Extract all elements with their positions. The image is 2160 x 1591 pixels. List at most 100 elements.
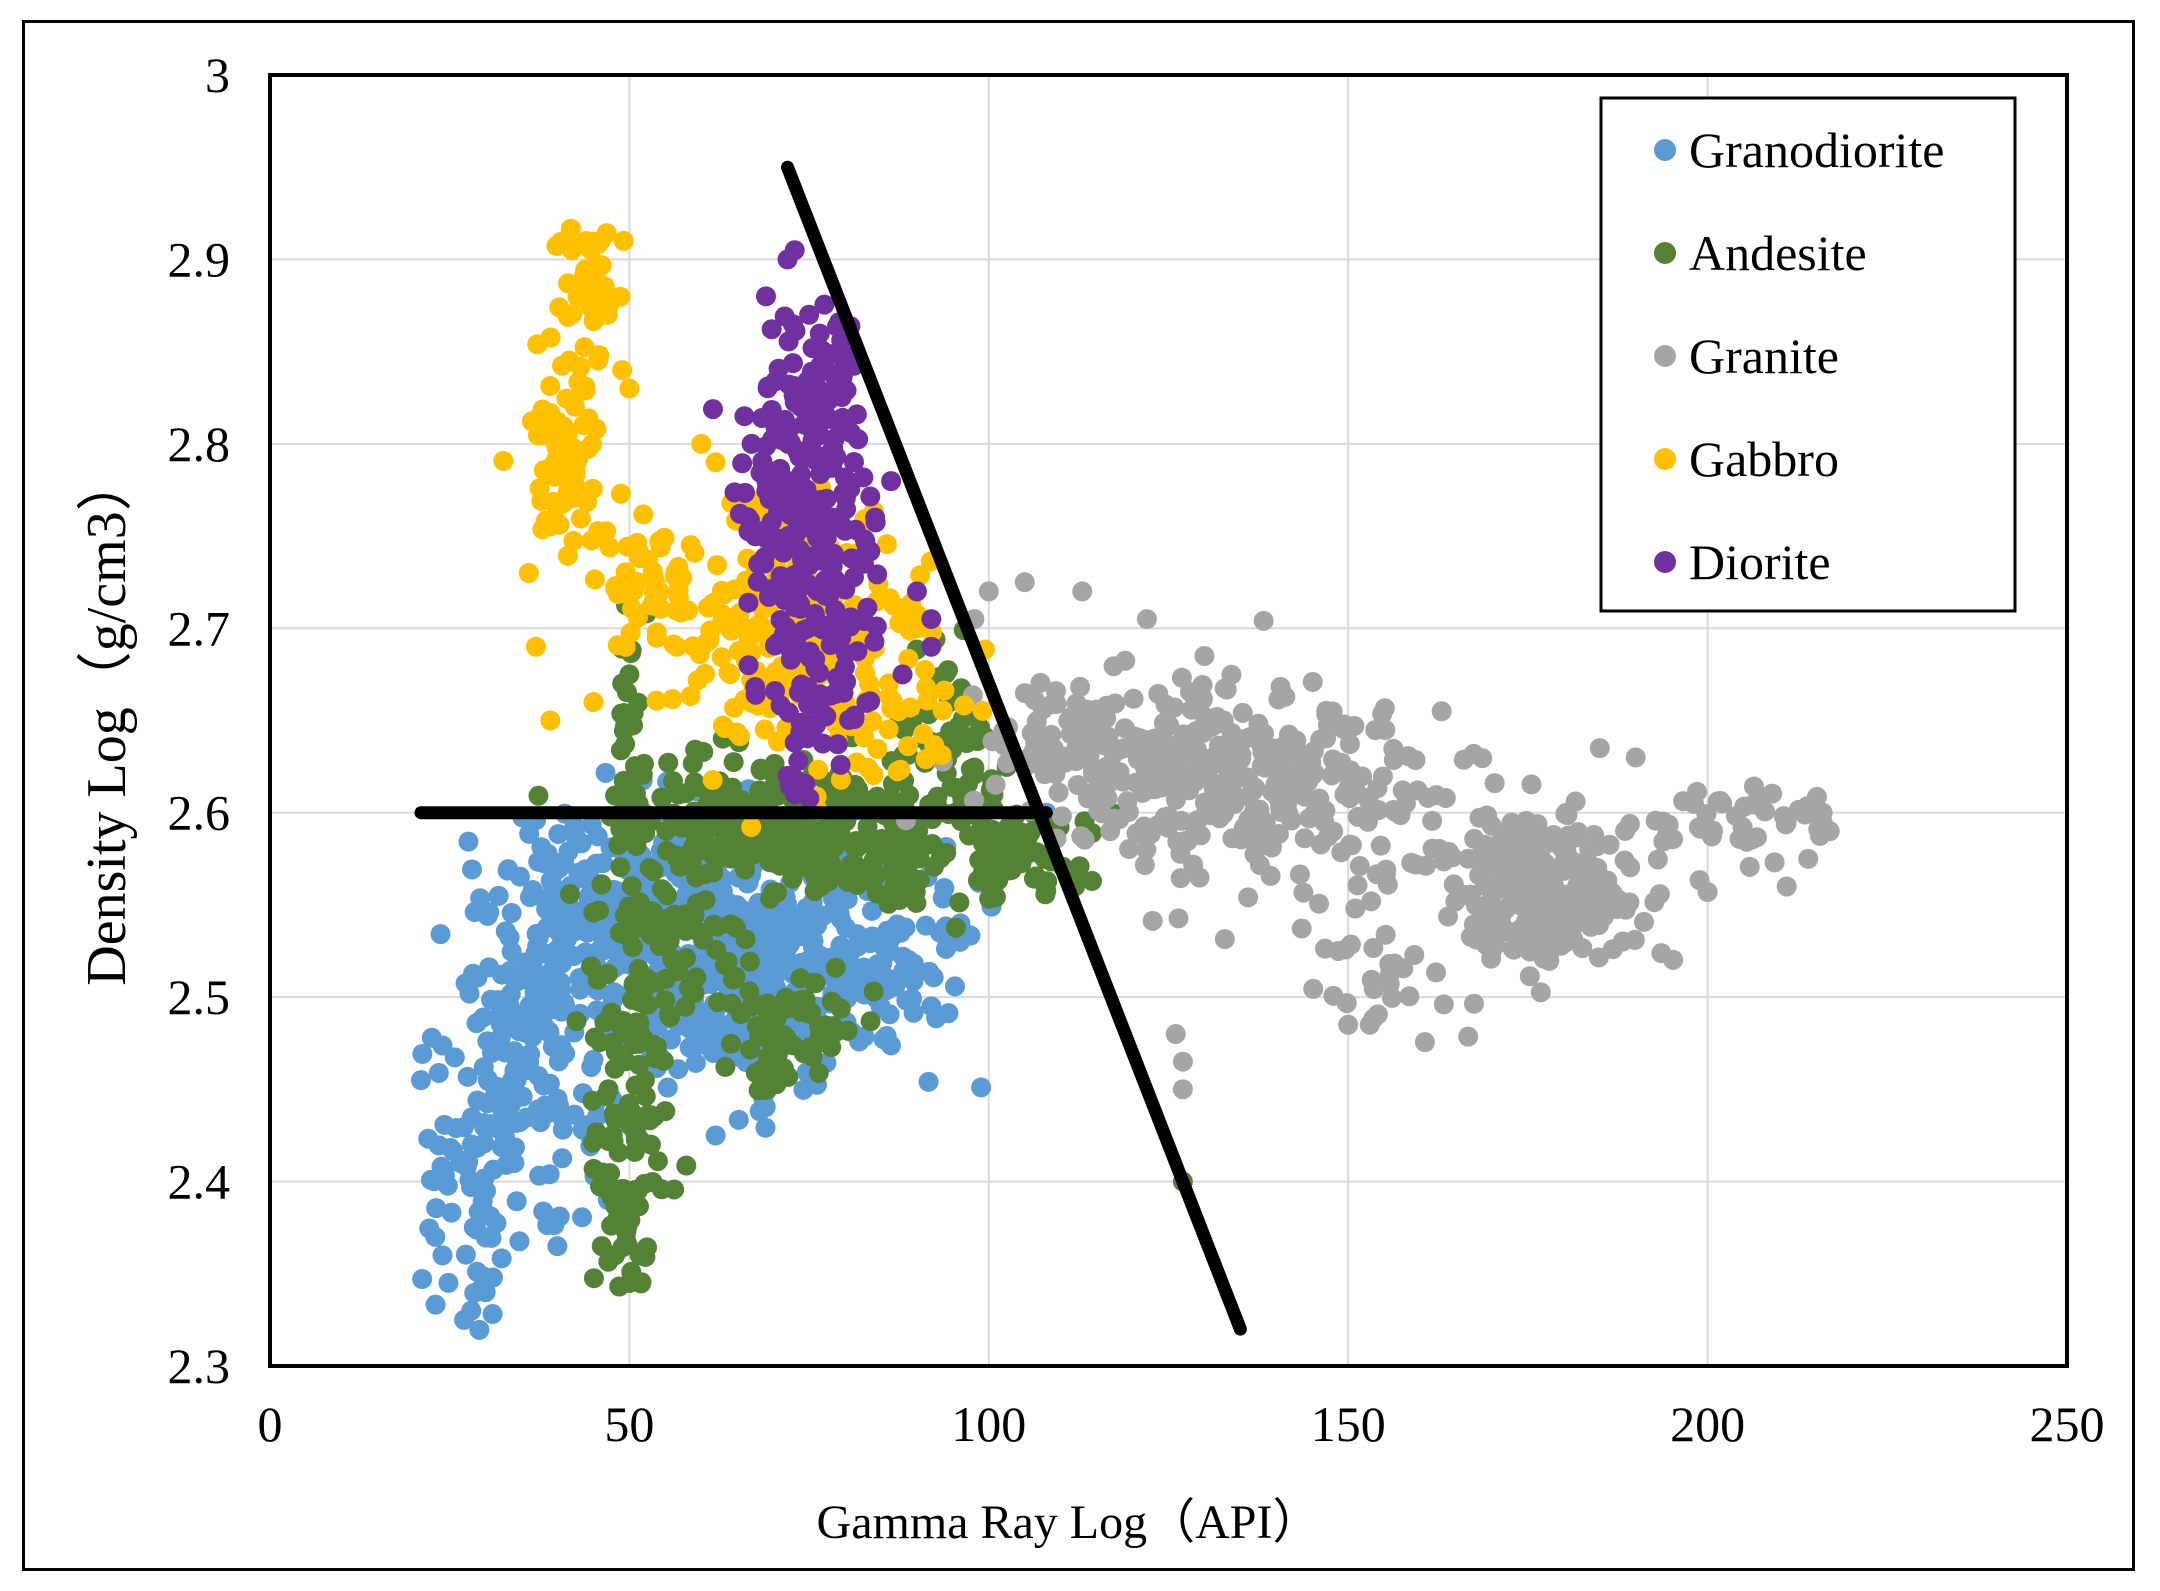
data-point [1165,1024,1186,1045]
data-point [1519,966,1540,987]
data-point [1405,750,1426,771]
data-point [778,525,799,546]
data-point [599,537,620,558]
data-point [412,1268,433,1289]
data-point [834,657,855,678]
data-point [626,1012,647,1033]
data-point [728,1109,749,1130]
data-point [607,584,628,605]
data-point [1173,833,1194,854]
data-point [548,824,569,845]
data-point [675,920,696,941]
data-point [1463,743,1484,764]
data-point [889,890,910,911]
data-point [539,1023,560,1044]
data-point [954,695,975,716]
data-point [839,709,860,730]
data-point [614,924,635,945]
data-point [467,1137,488,1158]
data-point [860,691,881,712]
data-point [657,1077,678,1098]
data-point [1366,864,1387,885]
data-point [816,405,837,426]
data-point [1476,872,1497,893]
data-point [759,849,780,870]
data-point [582,434,603,455]
data-point [632,982,653,1003]
data-point [690,823,711,844]
data-point [867,738,888,759]
data-point [1764,852,1785,873]
data-point [972,700,993,721]
data-point [793,1079,814,1100]
data-point [754,719,775,740]
data-point [822,344,843,365]
data-point [900,843,921,864]
data-point [1303,978,1324,999]
data-point [1316,704,1337,725]
data-point [528,785,549,806]
data-point [1612,931,1633,952]
data-point [489,1115,510,1136]
data-point [813,905,834,926]
data-point [1585,877,1606,898]
data-point [643,861,664,882]
data-point [1171,810,1192,831]
data-point [1530,982,1551,1003]
data-point [1602,882,1623,903]
legend-label: Gabbro [1689,431,1839,487]
data-point [680,686,701,707]
data-point [906,869,927,890]
data-point [1482,853,1503,874]
data-point [1134,854,1155,875]
data-point [557,273,578,294]
data-point [1216,775,1237,796]
data-point [1734,796,1755,817]
data-point [553,493,574,514]
data-point [750,462,771,483]
data-point [876,534,897,555]
data-point [608,834,629,855]
data-point [863,981,884,1002]
data-point [843,567,864,588]
legend-marker [1654,345,1676,367]
data-point [734,406,755,427]
data-point [830,754,851,775]
data-point [547,1236,568,1257]
data-point [865,512,886,533]
data-point [1208,735,1229,756]
data-point [1179,780,1200,801]
data-point [777,765,798,786]
data-point [1338,1014,1359,1035]
data-point [540,710,561,731]
data-point [1743,776,1764,797]
data-point [1074,811,1095,832]
data-point [800,1037,821,1058]
data-point [696,632,717,653]
x-tick-label: 150 [1311,1396,1386,1452]
data-point [762,428,783,449]
data-point [628,692,649,713]
data-point [724,482,745,503]
data-point [539,1073,560,1094]
data-point [535,510,556,531]
data-point [836,499,857,520]
y-tick-label: 3 [205,47,230,103]
data-point [575,380,596,401]
data-point [1385,801,1406,822]
data-point [627,571,648,592]
data-point [1361,891,1382,912]
data-point [463,963,484,984]
data-point [785,320,806,341]
x-tick-label: 200 [1670,1396,1745,1452]
data-point [1135,758,1156,779]
data-point [572,1207,593,1228]
data-point [1812,802,1833,823]
data-point [587,1106,608,1127]
data-point [1438,906,1459,927]
data-point [1293,882,1314,903]
data-point [458,831,479,852]
data-point [756,480,777,501]
data-point [919,961,940,982]
plot-area-border [268,73,2069,1368]
